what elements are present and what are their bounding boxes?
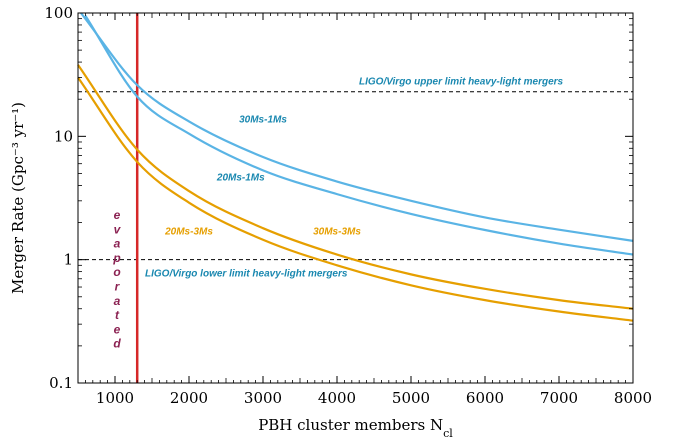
evaporated-letter: t [115,308,120,322]
series-line-20ms-1ms [84,15,634,256]
x-tick-label: 4000 [318,389,356,407]
plot-frame [77,12,634,384]
series-annotation: 30Ms-1Ms [239,114,287,125]
series-annotation: 20Ms-1Ms [216,172,265,183]
y-tick-label: 0.1 [49,374,73,392]
x-tick-label: 8000 [614,389,652,407]
x-tick-label: 6000 [466,389,504,407]
series-annotation: 30Ms-3Ms [313,226,361,237]
series-line-20ms-3ms [77,76,634,322]
evaporated-letter: o [113,265,120,279]
series-line-30ms-1ms [80,12,634,242]
x-tick-label: 1000 [96,389,134,407]
upper-limit-label: LIGO/Virgo upper limit heavy-light merge… [359,77,564,88]
series-line-30ms-3ms [77,64,634,310]
x-tick-label: 7000 [540,389,578,407]
lower-limit-label: LIGO/Virgo lower limit heavy-light merge… [145,269,348,280]
x-axis-label: PBH cluster members Ncl [258,416,453,440]
x-tick-label: 2000 [170,389,208,407]
evaporated-letter: r [115,280,121,294]
series-annotation: 20Ms-3Ms [164,226,213,237]
evaporated-letter: p [112,251,120,265]
evaporated-letter: e [114,208,121,222]
evaporated-letter: d [113,337,121,351]
y-tick-label: 1 [63,251,73,269]
x-tick-label: 3000 [244,389,282,407]
reference-lines [78,13,633,383]
evaporated-letter: a [114,237,121,251]
x-tick-label: 5000 [392,389,430,407]
evaporated-letter: v [114,222,122,236]
series-lines [77,12,634,322]
y-axis-label: Merger Rate (Gpc⁻³ yr⁻¹) [9,102,27,294]
evaporated-letter: e [114,322,121,336]
evaporated-letter: a [114,294,121,308]
y-tick-label: 100 [44,4,73,22]
annotations: LIGO/Virgo upper limit heavy-light merge… [112,77,563,351]
y-tick-label: 10 [54,127,73,145]
ticks: 1000 2000 3000 4000 5000 6000 7000 8000 0.1 1 10 10… [44,4,652,407]
